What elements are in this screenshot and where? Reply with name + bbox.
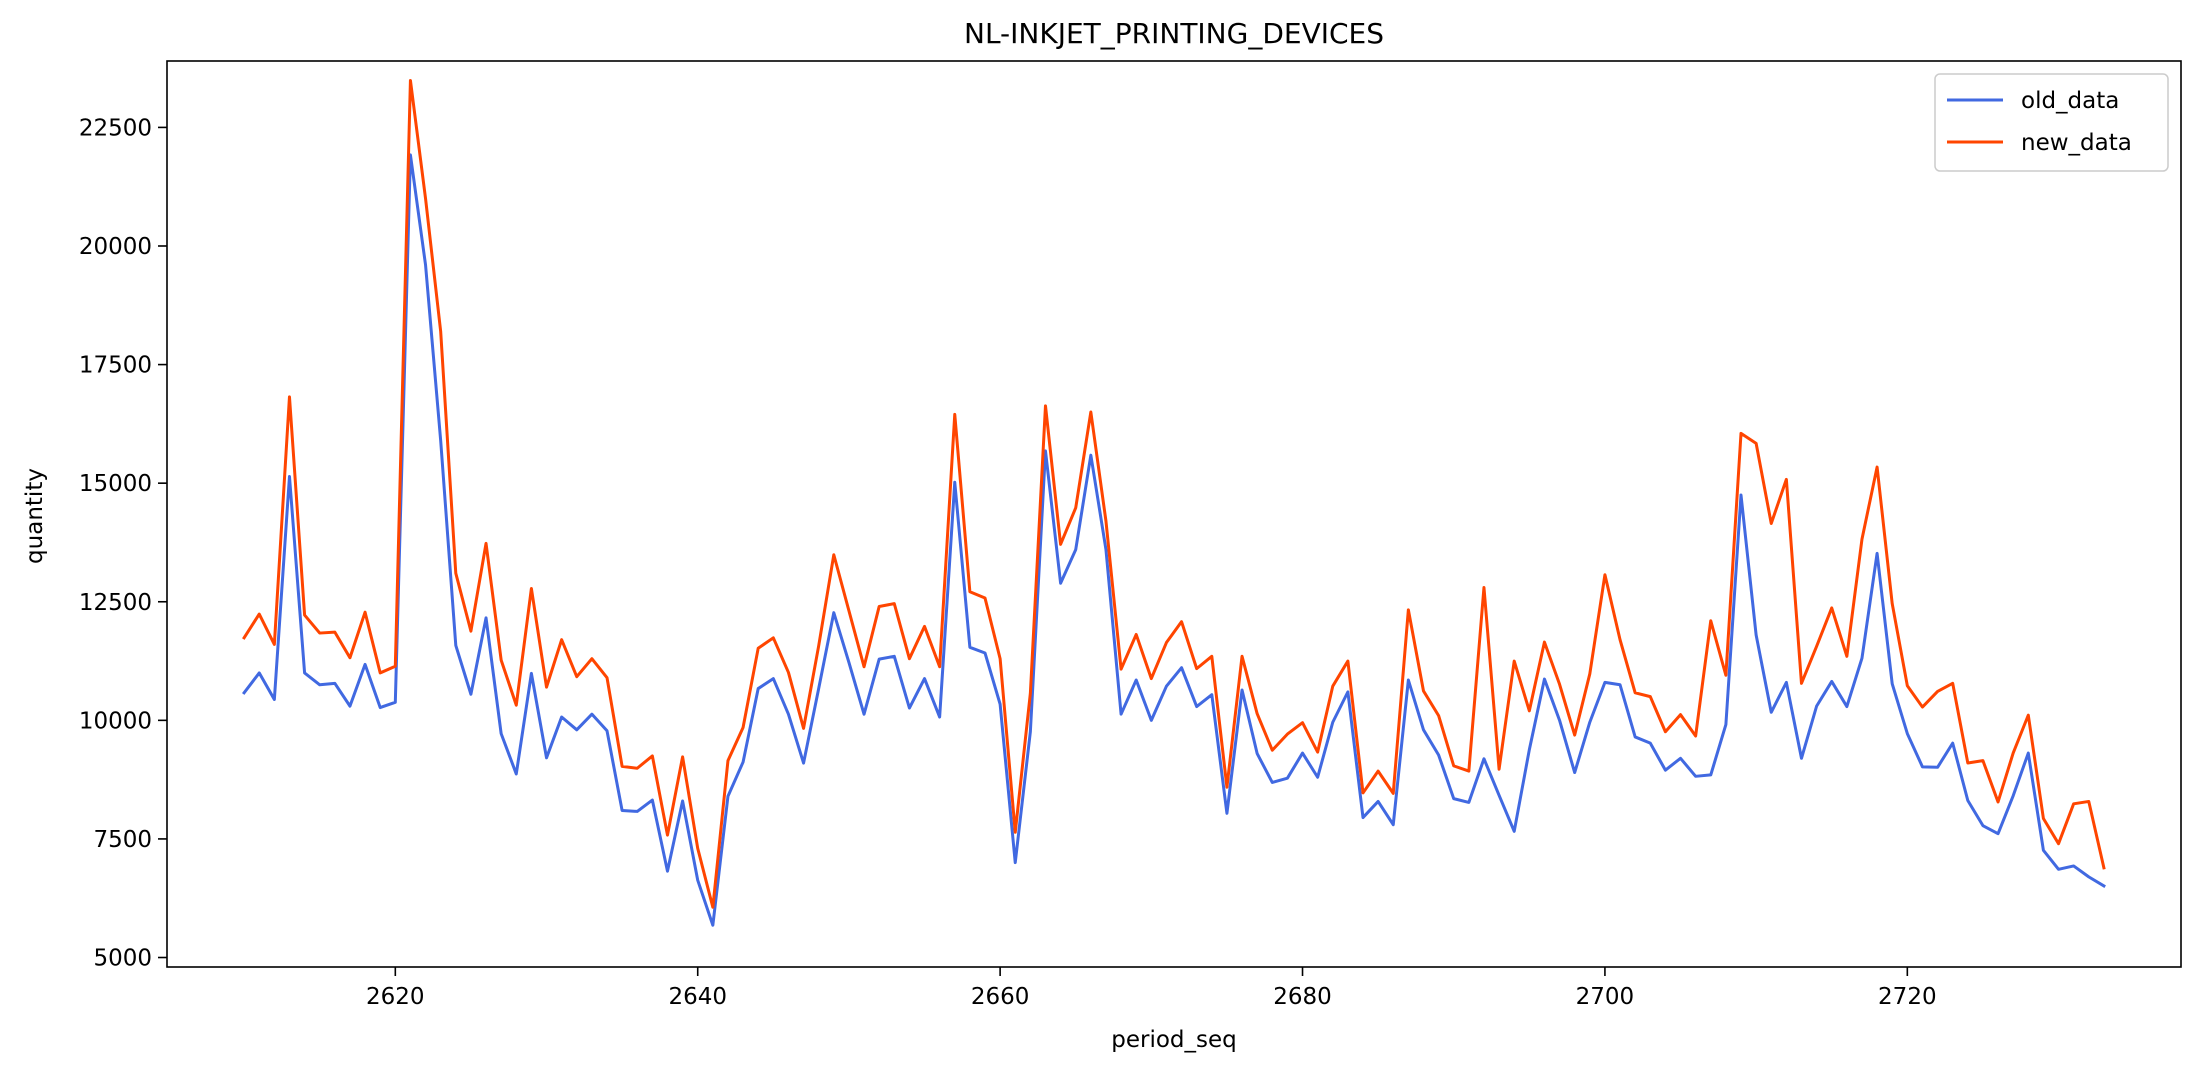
chart-title: NL-INKJET_PRINTING_DEVICES xyxy=(964,17,1384,50)
x-axis-label: period_seq xyxy=(1111,1027,1237,1053)
y-tick-label: 20000 xyxy=(79,234,152,260)
series-line-old-data xyxy=(242,153,2106,927)
y-tick-label: 22500 xyxy=(79,115,152,141)
legend-label: new_data xyxy=(2021,130,2132,156)
y-tick-label: 15000 xyxy=(79,471,152,497)
x-tick-label: 2620 xyxy=(366,984,425,1010)
x-axis: 2620 2640 2660 2680 2700 2720 xyxy=(366,967,1937,1010)
x-tick-label: 2680 xyxy=(1273,984,1332,1010)
y-tick-label: 12500 xyxy=(79,590,152,616)
legend-label: old_data xyxy=(2021,88,2119,114)
series-layer xyxy=(242,78,2106,927)
x-tick-label: 2720 xyxy=(1878,984,1937,1010)
series-line-new-data xyxy=(242,78,2106,909)
x-tick-label: 2640 xyxy=(668,984,727,1010)
legend: old_data new_data xyxy=(1934,73,2169,172)
y-tick-label: 5000 xyxy=(93,946,152,972)
plot-frame xyxy=(166,60,2182,968)
x-tick-label: 2660 xyxy=(971,984,1030,1010)
y-tick-label: 17500 xyxy=(79,353,152,379)
y-tick-label: 10000 xyxy=(79,708,152,734)
y-axis-label: quantity xyxy=(22,468,48,564)
x-tick-label: 2700 xyxy=(1576,984,1635,1010)
legend-box xyxy=(1934,73,2169,172)
y-tick-label: 7500 xyxy=(93,827,152,853)
y-axis: 5000 7500 10000 12500 15000 17500 20000 22500 xyxy=(79,115,167,972)
